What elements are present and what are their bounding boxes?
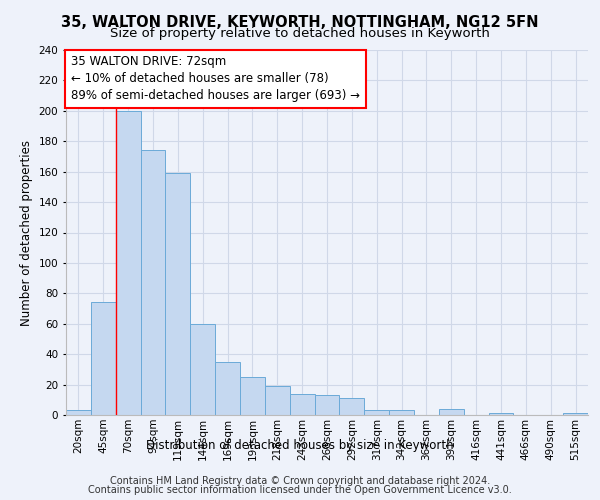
Bar	[364, 410, 389, 415]
Bar	[215, 362, 240, 415]
Bar	[265, 386, 290, 415]
Text: 35, WALTON DRIVE, KEYWORTH, NOTTINGHAM, NG12 5FN: 35, WALTON DRIVE, KEYWORTH, NOTTINGHAM, …	[61, 15, 539, 30]
Bar	[116, 111, 140, 415]
Bar	[166, 173, 190, 415]
Text: 35 WALTON DRIVE: 72sqm
← 10% of detached houses are smaller (78)
89% of semi-det: 35 WALTON DRIVE: 72sqm ← 10% of detached…	[71, 56, 360, 102]
Bar	[190, 324, 215, 415]
Bar	[563, 414, 588, 415]
Bar	[91, 302, 116, 415]
Y-axis label: Number of detached properties: Number of detached properties	[20, 140, 33, 326]
Text: Size of property relative to detached houses in Keyworth: Size of property relative to detached ho…	[110, 28, 490, 40]
Bar	[66, 410, 91, 415]
Bar	[488, 414, 514, 415]
Bar	[314, 395, 340, 415]
Bar	[340, 398, 364, 415]
Bar	[439, 409, 464, 415]
Text: Contains HM Land Registry data © Crown copyright and database right 2024.: Contains HM Land Registry data © Crown c…	[110, 476, 490, 486]
Text: Contains public sector information licensed under the Open Government Licence v3: Contains public sector information licen…	[88, 485, 512, 495]
Bar	[240, 377, 265, 415]
Bar	[140, 150, 166, 415]
Bar	[290, 394, 314, 415]
Text: Distribution of detached houses by size in Keyworth: Distribution of detached houses by size …	[146, 440, 454, 452]
Bar	[389, 410, 414, 415]
